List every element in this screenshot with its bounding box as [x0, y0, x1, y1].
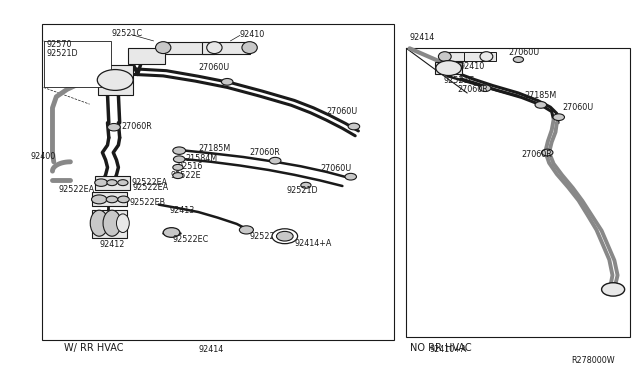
Ellipse shape: [438, 52, 451, 61]
Circle shape: [301, 182, 311, 188]
Text: 92521C: 92521C: [444, 76, 475, 85]
Circle shape: [92, 195, 107, 204]
Ellipse shape: [207, 42, 222, 54]
Text: R278000W: R278000W: [571, 356, 614, 365]
Text: 27060U: 27060U: [326, 107, 358, 116]
Circle shape: [479, 85, 491, 92]
Ellipse shape: [70, 51, 83, 57]
Text: 27060U: 27060U: [320, 164, 351, 173]
Text: 92414+A: 92414+A: [294, 239, 332, 248]
Ellipse shape: [156, 42, 171, 54]
Text: 92521C: 92521C: [112, 29, 143, 38]
Text: 92522EA: 92522EA: [59, 185, 95, 194]
Circle shape: [272, 229, 298, 244]
Text: 92400: 92400: [31, 152, 56, 161]
Ellipse shape: [70, 44, 83, 49]
Bar: [464, 52, 496, 61]
Circle shape: [436, 61, 461, 76]
Text: 92522EA: 92522EA: [250, 232, 285, 241]
Circle shape: [239, 226, 253, 234]
Circle shape: [95, 179, 108, 186]
Circle shape: [269, 157, 281, 164]
Text: 92414: 92414: [410, 33, 435, 42]
Text: 27060R: 27060R: [122, 122, 152, 131]
Text: 27060U: 27060U: [562, 103, 593, 112]
Circle shape: [107, 180, 117, 186]
Ellipse shape: [90, 210, 108, 236]
Circle shape: [173, 156, 185, 163]
Circle shape: [97, 70, 133, 90]
Text: 27060R: 27060R: [522, 150, 552, 159]
Text: 92410: 92410: [460, 62, 484, 71]
Text: 92522E: 92522E: [171, 171, 202, 180]
Text: 92410: 92410: [240, 30, 265, 39]
Text: NO RR HVAC: NO RR HVAC: [410, 343, 471, 353]
Bar: [445, 52, 486, 61]
Bar: [92, 192, 127, 206]
Text: W/ RR HVAC: W/ RR HVAC: [64, 343, 124, 353]
Bar: [128, 48, 165, 64]
Circle shape: [602, 283, 625, 296]
Circle shape: [513, 57, 524, 62]
Text: 92522EC: 92522EC: [173, 235, 209, 244]
Circle shape: [221, 78, 233, 85]
Ellipse shape: [480, 52, 493, 61]
Text: 27060U: 27060U: [509, 48, 540, 57]
Text: 92522EA: 92522EA: [132, 183, 168, 192]
Text: 27060U: 27060U: [198, 63, 230, 72]
Ellipse shape: [103, 210, 121, 236]
Circle shape: [345, 173, 356, 180]
Circle shape: [348, 123, 360, 130]
Circle shape: [118, 196, 129, 203]
Text: 92412: 92412: [99, 240, 125, 249]
Circle shape: [173, 147, 186, 154]
Bar: [44, 41, 111, 87]
Bar: [42, 24, 394, 340]
Circle shape: [108, 124, 120, 131]
Text: 92413: 92413: [170, 206, 195, 215]
Circle shape: [535, 102, 547, 108]
Circle shape: [173, 173, 183, 179]
Text: 92516: 92516: [178, 162, 204, 171]
Bar: [163, 42, 214, 54]
Text: 92414: 92414: [198, 345, 224, 354]
Bar: [406, 48, 630, 337]
Bar: [92, 210, 127, 238]
Text: 27185M: 27185M: [198, 144, 230, 153]
Text: 92570: 92570: [46, 40, 72, 49]
Circle shape: [173, 164, 183, 170]
Circle shape: [276, 231, 293, 241]
Circle shape: [163, 228, 180, 237]
Ellipse shape: [116, 214, 129, 232]
Text: 92410+A: 92410+A: [429, 345, 467, 354]
Text: 92522EB: 92522EB: [129, 198, 165, 207]
Text: 92522EA: 92522EA: [131, 178, 167, 187]
Text: 27060R: 27060R: [250, 148, 280, 157]
Circle shape: [118, 180, 128, 186]
Circle shape: [541, 149, 553, 156]
Bar: [435, 62, 462, 74]
Text: 92521D: 92521D: [46, 49, 77, 58]
Text: 92521D: 92521D: [287, 186, 318, 195]
Circle shape: [106, 196, 118, 203]
Text: 27060R: 27060R: [458, 85, 488, 94]
Bar: [95, 176, 130, 190]
Bar: [98, 65, 133, 95]
Text: 27185M: 27185M: [525, 92, 557, 100]
Circle shape: [553, 114, 564, 121]
Text: 21584M: 21584M: [186, 154, 218, 163]
Ellipse shape: [242, 42, 257, 54]
Bar: [202, 42, 250, 54]
